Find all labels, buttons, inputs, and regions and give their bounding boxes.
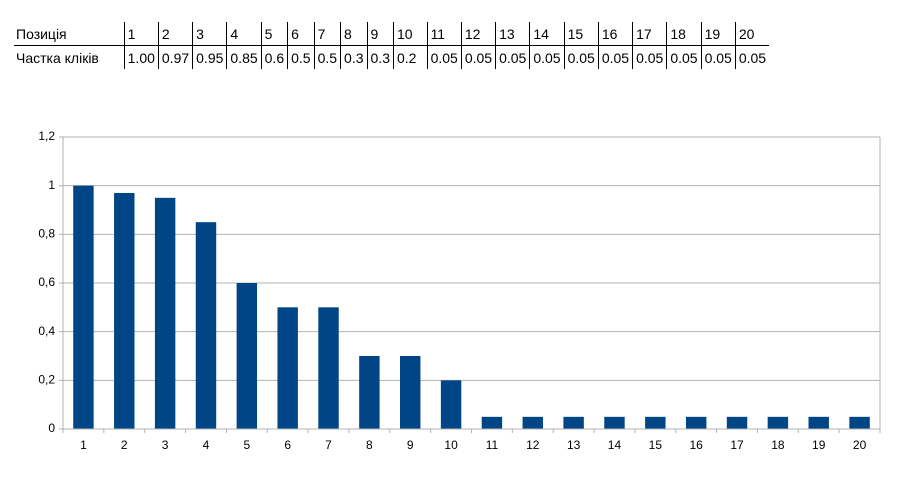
bar xyxy=(440,380,462,429)
table-cell: 15 xyxy=(563,22,599,46)
table-cell: 0.2 xyxy=(392,45,428,69)
table-cell: 7 xyxy=(313,22,341,46)
table-cell: 0.05 xyxy=(563,45,599,69)
x-tick-label: 4 xyxy=(203,438,210,452)
table-cell: 5 xyxy=(260,22,288,46)
table-cell: 20 xyxy=(734,22,770,46)
table-cell: 18 xyxy=(666,22,702,46)
bar xyxy=(236,283,258,429)
bar xyxy=(277,307,298,429)
bar xyxy=(685,416,707,429)
table-cell: 0.05 xyxy=(597,45,633,69)
table-cell: 0.6 xyxy=(260,45,288,69)
table-cell: 16 xyxy=(597,22,633,46)
table-cell: 14 xyxy=(529,22,565,46)
x-tick-label: 9 xyxy=(407,438,414,452)
bar xyxy=(73,185,94,429)
table-cell: 11 xyxy=(426,22,462,46)
x-tick-label: 18 xyxy=(771,438,785,452)
table-cell: 13 xyxy=(495,22,530,46)
x-tick-label: 8 xyxy=(366,438,373,452)
clicks-table: Позиція 1 2 3 4 5 6 7 8 9 10 11 12 13 14 15 16 17 18 19 20 Ча… xyxy=(14,22,770,69)
table-cell: 0.05 xyxy=(529,45,565,69)
x-tick-label: 10 xyxy=(444,438,458,452)
table-cell: 0.05 xyxy=(426,45,462,69)
x-tick-label: 6 xyxy=(284,438,291,452)
bar xyxy=(195,222,217,429)
table-cell: 4 xyxy=(226,22,262,46)
table-cell: 0.05 xyxy=(495,45,530,69)
table-cell: 2 xyxy=(157,22,193,46)
bar xyxy=(114,192,135,429)
table-row: Позиція 1 2 3 4 5 6 7 8 9 10 11 12 13 14 15 16 17 18 19 20 xyxy=(14,22,770,46)
y-tick-label: 1,2 xyxy=(38,129,55,143)
bar xyxy=(481,416,503,429)
table-cell: 1 xyxy=(123,22,159,46)
x-tick-label: 12 xyxy=(526,438,540,452)
x-tick-label: 11 xyxy=(486,438,499,452)
table-cell: Позиція xyxy=(14,22,125,46)
table-cell: 0.05 xyxy=(700,45,736,69)
y-tick-label: 0,4 xyxy=(38,324,55,338)
bar xyxy=(563,416,584,429)
table-cell: 0.97 xyxy=(157,45,193,69)
bar xyxy=(849,416,870,429)
table-cell: Частка кліків xyxy=(16,49,99,66)
table-cell: 0.3 xyxy=(366,45,394,69)
bar xyxy=(645,416,666,429)
table-cell: 1.00 xyxy=(123,45,159,69)
table-cell: 0.85 xyxy=(226,45,262,69)
bar xyxy=(522,416,543,429)
bar xyxy=(604,416,625,429)
x-tick-label: 19 xyxy=(812,438,826,452)
table-cell: 3 xyxy=(192,22,227,46)
table-cell: 10 xyxy=(392,22,428,46)
x-tick-label: 1 xyxy=(80,438,87,452)
x-tick-label: 7 xyxy=(325,438,332,452)
table-cell: 9 xyxy=(366,22,394,46)
table-cell: 8 xyxy=(340,22,368,46)
table-cell: 19 xyxy=(700,22,736,46)
x-tick-label: 20 xyxy=(853,438,867,452)
x-tick-label: 2 xyxy=(121,438,128,452)
y-tick-label: 0,8 xyxy=(38,227,55,241)
table-cell: 0.05 xyxy=(460,45,496,69)
table-cell: 0.5 xyxy=(287,45,315,69)
table-cell: 6 xyxy=(287,22,315,46)
x-tick-label: 13 xyxy=(567,438,581,452)
bar xyxy=(318,307,339,429)
table-cell: 0.5 xyxy=(313,45,341,69)
table-cell: 12 xyxy=(460,22,496,46)
y-tick-label: 0,2 xyxy=(38,373,55,387)
bar xyxy=(359,356,380,429)
table-cell: 17 xyxy=(632,22,667,46)
bar xyxy=(400,356,421,429)
y-tick-label: 0 xyxy=(48,421,55,435)
x-tick-label: 15 xyxy=(649,438,663,452)
bar xyxy=(154,197,176,429)
x-tick-label: 3 xyxy=(162,438,169,452)
x-tick-label: 16 xyxy=(689,438,703,452)
y-tick-label: 0,6 xyxy=(38,275,55,289)
x-tick-label: 14 xyxy=(608,438,622,452)
bar xyxy=(808,416,829,429)
table-cell: 0.05 xyxy=(734,45,770,69)
x-tick-label: 5 xyxy=(243,438,250,452)
x-tick-label: 17 xyxy=(730,438,744,452)
y-tick-label: 1 xyxy=(48,178,55,192)
table-cell: 0.05 xyxy=(666,45,702,69)
table-cell: 0.95 xyxy=(192,45,227,69)
bar xyxy=(767,416,789,429)
table-cell: 0.05 xyxy=(632,45,667,69)
table-cell: 0.3 xyxy=(340,45,368,69)
table-row: Частка кліків 1.00 0.97 0.95 0.85 0.6 0.5 0.5 0.… xyxy=(14,45,770,69)
bar xyxy=(726,416,748,429)
